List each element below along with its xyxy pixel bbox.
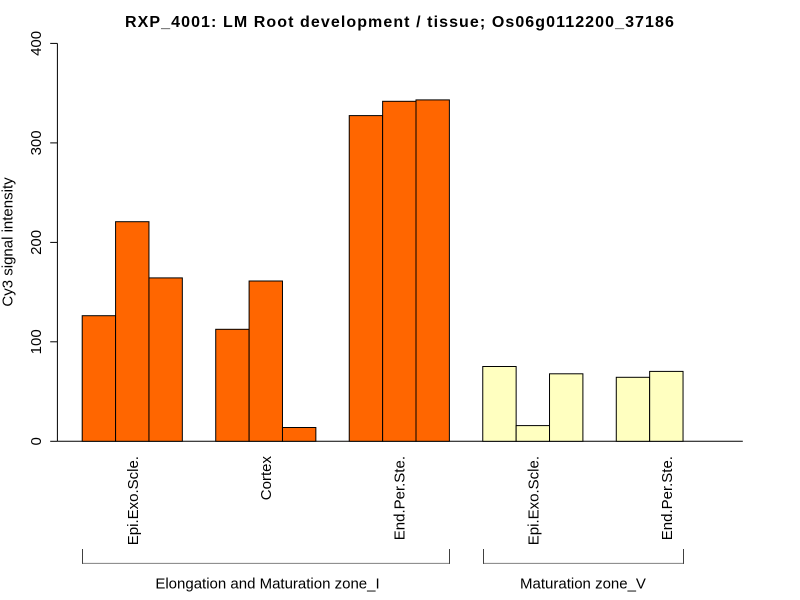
svg-text:Epi.Exo.Scle.: Epi.Exo.Scle. <box>125 456 142 545</box>
svg-text:Cy3 signal intensity: Cy3 signal intensity <box>0 177 17 307</box>
svg-text:300: 300 <box>28 130 45 155</box>
svg-text:End.Per.Ste.: End.Per.Ste. <box>659 456 676 540</box>
svg-text:End.Per.Ste.: End.Per.Ste. <box>392 456 409 540</box>
svg-text:Cortex: Cortex <box>258 456 275 501</box>
svg-text:RXP_4001: LM Root development: RXP_4001: LM Root development / tissue; … <box>125 14 675 31</box>
svg-text:Epi.Exo.Scle.: Epi.Exo.Scle. <box>526 456 543 545</box>
svg-text:Elongation and Maturation zone: Elongation and Maturation zone_I <box>155 576 379 593</box>
svg-text:400: 400 <box>28 31 45 56</box>
svg-text:Maturation zone_V: Maturation zone_V <box>520 576 646 593</box>
svg-text:0: 0 <box>28 437 45 445</box>
svg-text:100: 100 <box>28 329 45 354</box>
svg-text:200: 200 <box>28 230 45 255</box>
